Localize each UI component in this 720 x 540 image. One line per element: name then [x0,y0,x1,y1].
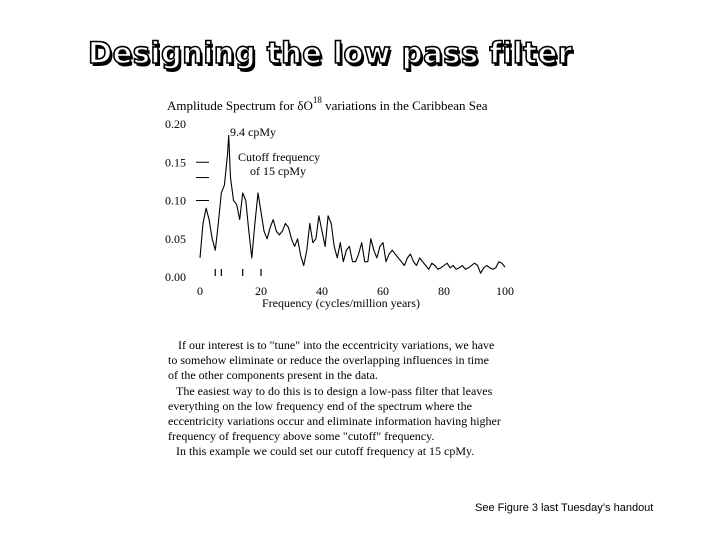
body-line: everything on the low frequency end of t… [168,398,472,413]
chart-title-prefix: Amplitude Spectrum for δO [167,98,313,113]
y-tick-label: 0.15 [165,155,186,169]
body-line: In this example we could set our cutoff … [176,444,475,459]
body-line: to somehow eliminate or reduce the overl… [168,353,489,368]
body-line: of the other components present in the d… [168,368,378,383]
cutoff-annotation-line2: of 15 cpMy [250,164,306,178]
y-tick-label: 0.10 [165,194,186,208]
spectrum-line [199,134,506,274]
x-tick-label: 20 [255,284,267,297]
x-tick-label: 60 [377,284,389,297]
body-line: frequency of frequency above some "cutof… [168,429,435,444]
x-axis-label: Frequency (cycles/million years) [262,296,420,310]
amplitude-spectrum-chart: 0.20 0.15 0.10 0.05 0.00 0 20 40 60 80 100 [165,117,514,297]
x-tick-label: 100 [496,284,514,297]
x-tick-label: 0 [197,284,203,297]
peak-annotation: 9.4 cpMy [230,125,276,139]
chart-title-suffix: variations in the Caribbean Sea [321,98,488,113]
footnote: See Figure 3 last Tuesday’s handout [475,502,654,514]
body-line: The easiest way to do this is to design … [176,383,493,398]
y-tick-label: 0.20 [165,117,186,131]
y-tick-label: 0.05 [165,232,186,246]
chart-title-superscript: 18 [312,95,322,105]
body-line: eccentricity variations occur and elimin… [168,414,501,429]
chart-title: Amplitude Spectrum for δO18 variations i… [167,95,488,114]
cutoff-annotation-line1: Cutoff frequency [238,150,321,164]
slide-title: Designing the low pass filter [87,35,573,71]
y-tick-label: 0.00 [165,270,186,284]
body-text: If our interest is to "tune" into the ec… [168,338,568,460]
x-tick-label: 80 [438,284,450,297]
body-line: If our interest is to "tune" into the ec… [178,338,495,352]
x-tick-label: 40 [316,284,328,297]
